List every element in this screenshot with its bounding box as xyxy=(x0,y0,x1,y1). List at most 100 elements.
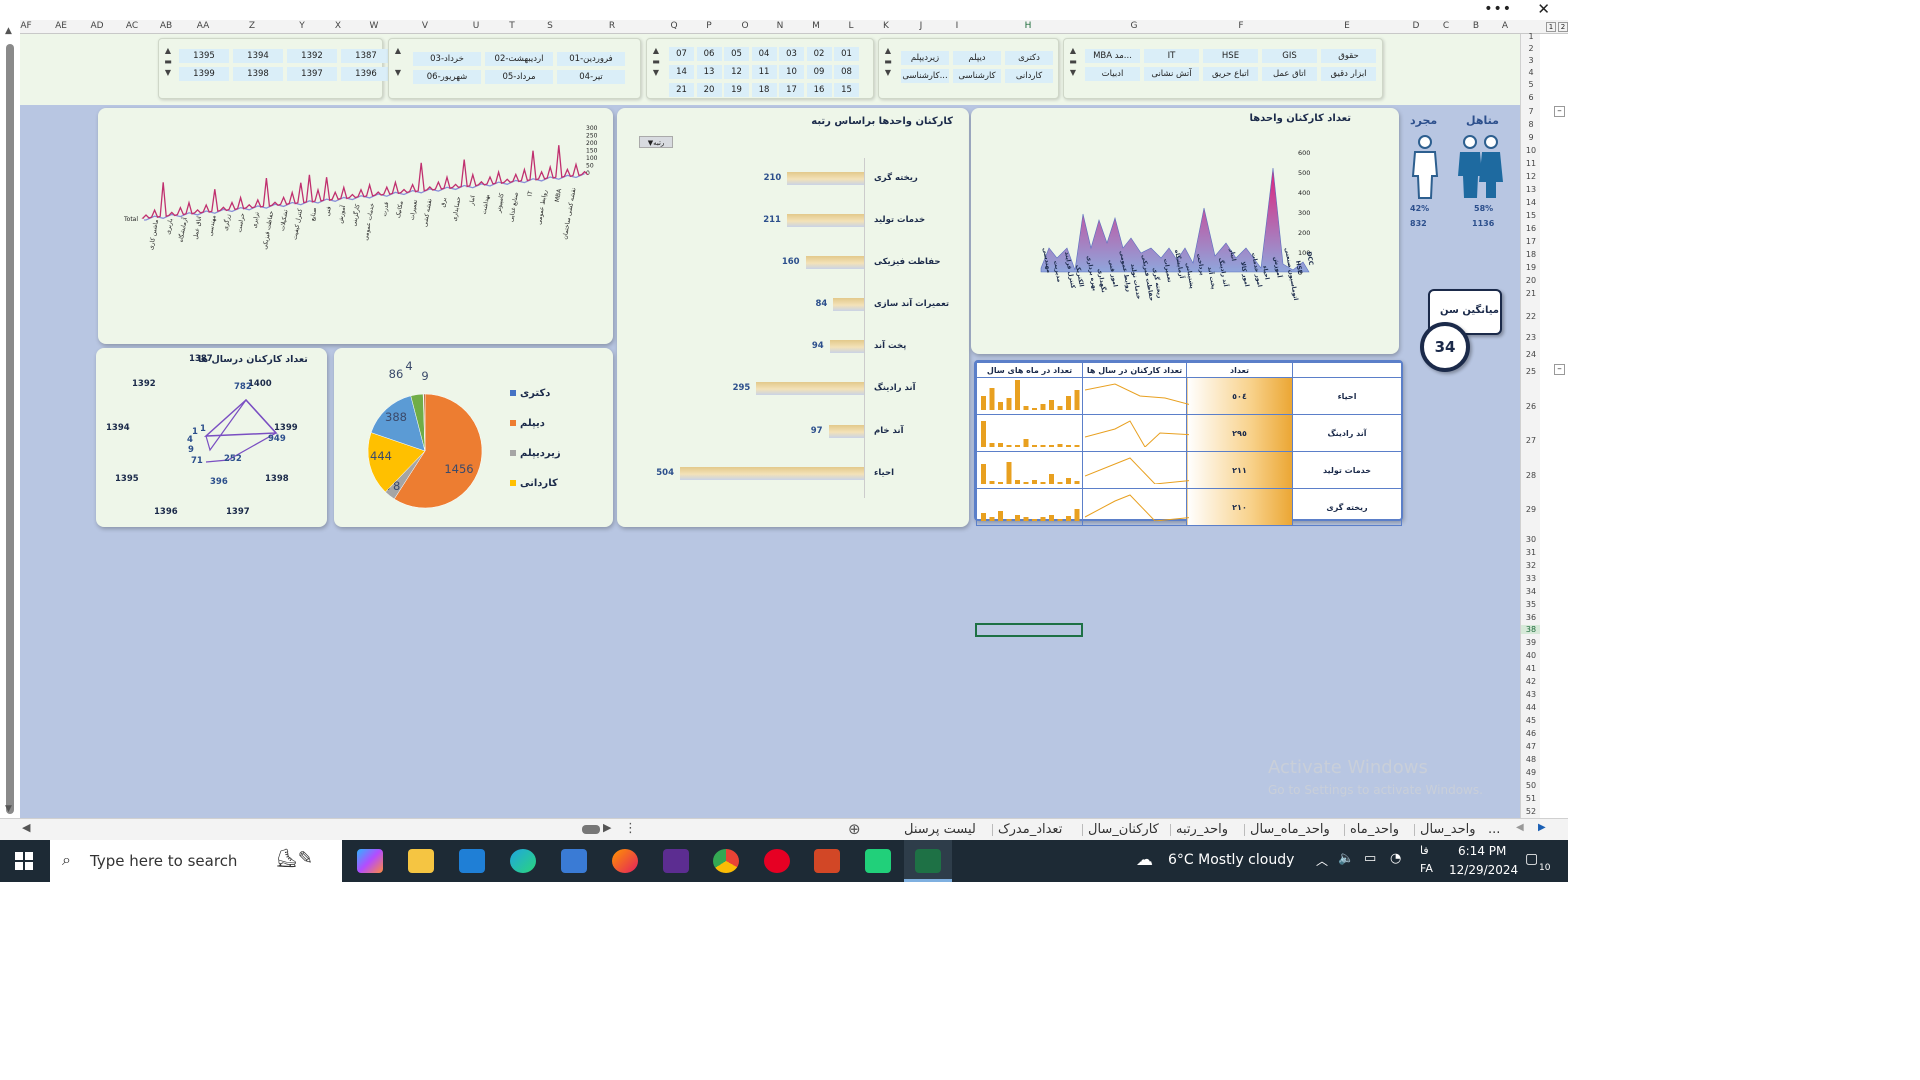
row-header-5[interactable]: 5 xyxy=(1528,80,1534,89)
rank-bar[interactable] xyxy=(828,425,864,438)
slicer-item[interactable]: تیر-04 xyxy=(557,70,625,84)
row-header-34[interactable]: 34 xyxy=(1525,587,1537,596)
powerpoint-icon[interactable] xyxy=(814,849,840,873)
column-header-j[interactable]: J xyxy=(919,21,923,31)
slicer-item[interactable]: 1396 xyxy=(341,67,391,81)
row-header-29[interactable]: 29 xyxy=(1525,505,1537,514)
row-header-12[interactable]: 12 xyxy=(1525,172,1537,181)
row-header-10[interactable]: 10 xyxy=(1525,146,1537,155)
column-header-e[interactable]: E xyxy=(1344,21,1350,31)
column-header-q[interactable]: Q xyxy=(670,21,678,31)
scroll-down-icon[interactable]: ▼ xyxy=(5,804,12,814)
row-header-22[interactable]: 22 xyxy=(1525,312,1537,321)
outline-level-1[interactable]: 1 xyxy=(1546,22,1556,32)
sheet-tab[interactable]: لیست پرسنل xyxy=(904,822,976,837)
column-header-v[interactable]: V xyxy=(421,21,429,31)
column-header-af[interactable]: AF xyxy=(20,21,32,31)
row-header-27[interactable]: 27 xyxy=(1525,436,1537,445)
sheet-tab[interactable]: واحد_ماه xyxy=(1350,822,1399,837)
row-header-14[interactable]: 14 xyxy=(1525,198,1537,207)
slicer-item[interactable]: 1395 xyxy=(179,49,229,63)
column-header-aa[interactable]: AA xyxy=(196,21,210,31)
slicer-item[interactable]: IT xyxy=(1144,49,1199,63)
column-header-a[interactable]: A xyxy=(1501,21,1509,31)
row-header-39[interactable]: 39 xyxy=(1525,638,1537,647)
firefox-icon[interactable] xyxy=(612,849,638,873)
next-sheet-icon[interactable]: ▶ xyxy=(1538,822,1546,833)
excel-taskbar-button[interactable] xyxy=(904,840,952,882)
field-slicer[interactable]: ▲ ▬ ▼ حقوق GIS HSE IT MBA مد... ابزار دقیق اتاق … xyxy=(1063,38,1383,99)
slicer-item[interactable]: HSE xyxy=(1203,49,1258,63)
column-header-ab[interactable]: AB xyxy=(159,21,173,31)
units-sparkline-chart[interactable]: Total 300 250 200 150 100 50 0 ماشین کاری باربری آ… xyxy=(98,108,613,344)
column-header-p[interactable]: P xyxy=(706,21,712,31)
slicer-scroll[interactable]: ▲ ▬ ▼ xyxy=(884,46,892,77)
row-header-48[interactable]: 48 xyxy=(1525,755,1537,764)
row-header-31[interactable]: 31 xyxy=(1525,548,1537,557)
slicer-scroll[interactable]: ▲ ▬ ▼ xyxy=(1069,46,1077,77)
weather-text[interactable]: 6°C Mostly cloudy xyxy=(1168,852,1295,868)
rank-filter-button[interactable]: ▼رتبه xyxy=(639,136,673,148)
day-slicer[interactable]: ▲ ▬ ▼ 01 02 03 04 05 06 07 08 09 10 11 12 13 14 15 16 17 18… xyxy=(646,38,874,99)
row-header-7[interactable]: 7 xyxy=(1528,107,1534,116)
clock-date[interactable]: 12/29/2024 xyxy=(1449,863,1519,877)
column-header-ac[interactable]: AC xyxy=(125,21,139,31)
tray-chevron-icon[interactable]: ︿ xyxy=(1316,854,1329,868)
column-header-f[interactable]: F xyxy=(1238,21,1244,31)
rank-bar[interactable] xyxy=(833,298,864,311)
column-header-k[interactable]: K xyxy=(883,21,889,31)
row-header-36[interactable]: 36 xyxy=(1525,613,1537,622)
slicer-item[interactable]: 09 xyxy=(806,65,832,79)
taskbar-search-box[interactable]: ⌕ Type here to search ⛸✎ xyxy=(50,840,342,882)
scroll-thumb[interactable] xyxy=(6,44,14,814)
slicer-item[interactable]: خرداد-03 xyxy=(413,52,481,66)
language-native[interactable]: فا xyxy=(1420,844,1429,857)
column-header-z[interactable]: Z xyxy=(248,21,256,31)
slicer-item[interactable]: کارشناسی... xyxy=(901,69,949,83)
slicer-item[interactable]: 13 xyxy=(696,65,722,79)
slicer-scroll[interactable]: ▲ ▬ ▼ xyxy=(164,46,172,77)
collapse-group-icon[interactable]: – xyxy=(1554,106,1565,117)
row-header-49[interactable]: 49 xyxy=(1525,768,1537,777)
more-options-button[interactable]: ••• xyxy=(1484,1,1512,17)
column-header-t[interactable]: T xyxy=(509,21,515,31)
slicer-item[interactable]: 1392 xyxy=(287,49,337,63)
row-header-20[interactable]: 20 xyxy=(1525,276,1537,285)
row-header-30[interactable]: 30 xyxy=(1525,535,1537,544)
row-header-17[interactable]: 17 xyxy=(1525,237,1537,246)
slicer-item[interactable]: 12 xyxy=(724,65,749,79)
row-header-16[interactable]: 16 xyxy=(1525,224,1537,233)
column-header-y[interactable]: Y xyxy=(299,21,305,31)
slicer-item[interactable]: آتش نشانی xyxy=(1144,67,1199,81)
slicer-item[interactable]: ادبیات xyxy=(1085,67,1140,81)
rank-bar[interactable] xyxy=(680,467,864,480)
table-row[interactable]: ٢٩٥ آند رادینگ xyxy=(976,414,1402,452)
row-header-9[interactable]: 9 xyxy=(1528,133,1534,142)
degree-pie-chart[interactable]: 1456 78 444 388 86 4 9 دکتری دیپلم زیردیپلم کاردا… xyxy=(334,348,613,527)
slicer-item[interactable]: اتاق عمل xyxy=(1262,67,1317,81)
vertical-scrollbar[interactable]: ▲ ▼ xyxy=(0,20,20,820)
row-header-45[interactable]: 45 xyxy=(1525,716,1537,725)
row-header-50[interactable]: 50 xyxy=(1525,781,1537,790)
row-header-44[interactable]: 44 xyxy=(1525,703,1537,712)
slicer-item[interactable]: حقوق xyxy=(1321,49,1376,63)
slicer-item[interactable]: 18 xyxy=(751,83,777,97)
unit-summary-table[interactable]: تعداد در ماه های سال تعداد کارکنان در سا… xyxy=(974,360,1403,526)
column-header-m[interactable]: M xyxy=(812,21,820,31)
slicer-item[interactable]: 05 xyxy=(724,47,749,61)
slicer-item[interactable]: فروردین-01 xyxy=(557,52,625,66)
year-radar-chart[interactable] xyxy=(96,348,327,527)
slicer-item[interactable]: 1398 xyxy=(233,67,283,81)
sheet-tab[interactable]: واحد_رتبه xyxy=(1176,822,1229,837)
column-header-c[interactable]: C xyxy=(1442,21,1450,31)
close-button[interactable]: ✕ xyxy=(1537,0,1550,18)
wifi-icon[interactable]: ◔ xyxy=(1390,851,1402,866)
rank-bar[interactable] xyxy=(786,214,864,227)
row-header-28[interactable]: 28 xyxy=(1525,471,1537,480)
slicer-item[interactable]: 02 xyxy=(806,47,832,61)
column-header-b[interactable]: B xyxy=(1472,21,1480,31)
rank-bar[interactable] xyxy=(829,340,864,353)
sheet-tab[interactable]: تعداد_مدرک xyxy=(998,822,1063,837)
slicer-item[interactable]: دیپلم xyxy=(953,51,1001,65)
row-header-6[interactable]: 6 xyxy=(1528,93,1534,102)
